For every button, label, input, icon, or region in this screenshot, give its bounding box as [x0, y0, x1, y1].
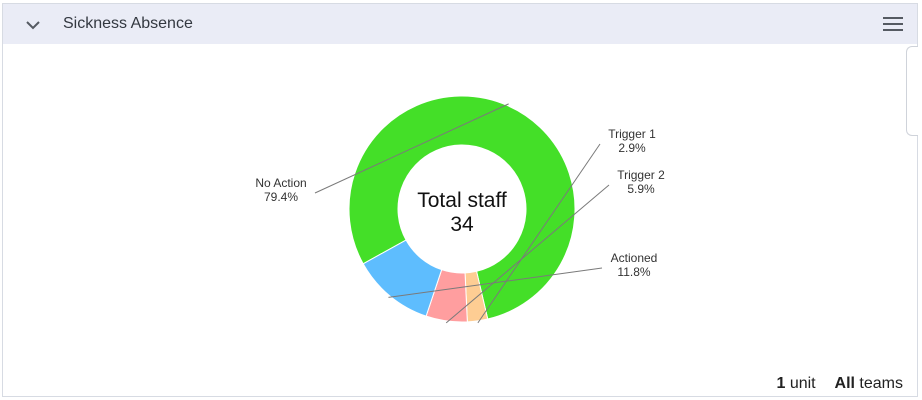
- leader-line-trigger-2: [445, 184, 610, 324]
- widget-title: Sickness Absence: [63, 15, 193, 32]
- slice-label: No Action: [255, 176, 306, 190]
- leader-line-no-action: [314, 103, 509, 194]
- center-value: 34: [450, 213, 474, 236]
- slice-percent: 5.9%: [627, 182, 655, 196]
- leader-line-actioned: [388, 267, 603, 298]
- leader-line-trigger-1: [477, 143, 601, 324]
- slice-actioned[interactable]: [362, 239, 443, 317]
- unit-label: unit: [789, 375, 816, 392]
- center-label: Total staff: [417, 189, 507, 212]
- teams-count: All: [834, 375, 855, 392]
- widget-header: Sickness Absence: [3, 4, 917, 44]
- footer-summary: 1 unit All teams: [776, 375, 903, 393]
- slice-label: Trigger 1: [608, 127, 656, 141]
- sickness-absence-widget: Sickness Absence No Action 79.4% Trigger 1…: [2, 3, 918, 397]
- chevron-down-icon[interactable]: [23, 15, 43, 35]
- slice-percent: 11.8%: [617, 265, 650, 279]
- scrollbar-handle[interactable]: [906, 46, 918, 136]
- hamburger-menu-icon[interactable]: [881, 14, 905, 34]
- teams-label: teams: [859, 375, 903, 392]
- unit-count: 1: [776, 375, 786, 392]
- slice-label: Trigger 2: [617, 168, 665, 182]
- slice-percent: 2.9%: [618, 141, 646, 155]
- slice-label: Actioned: [611, 251, 658, 265]
- slice-percent: 79.4%: [264, 190, 298, 204]
